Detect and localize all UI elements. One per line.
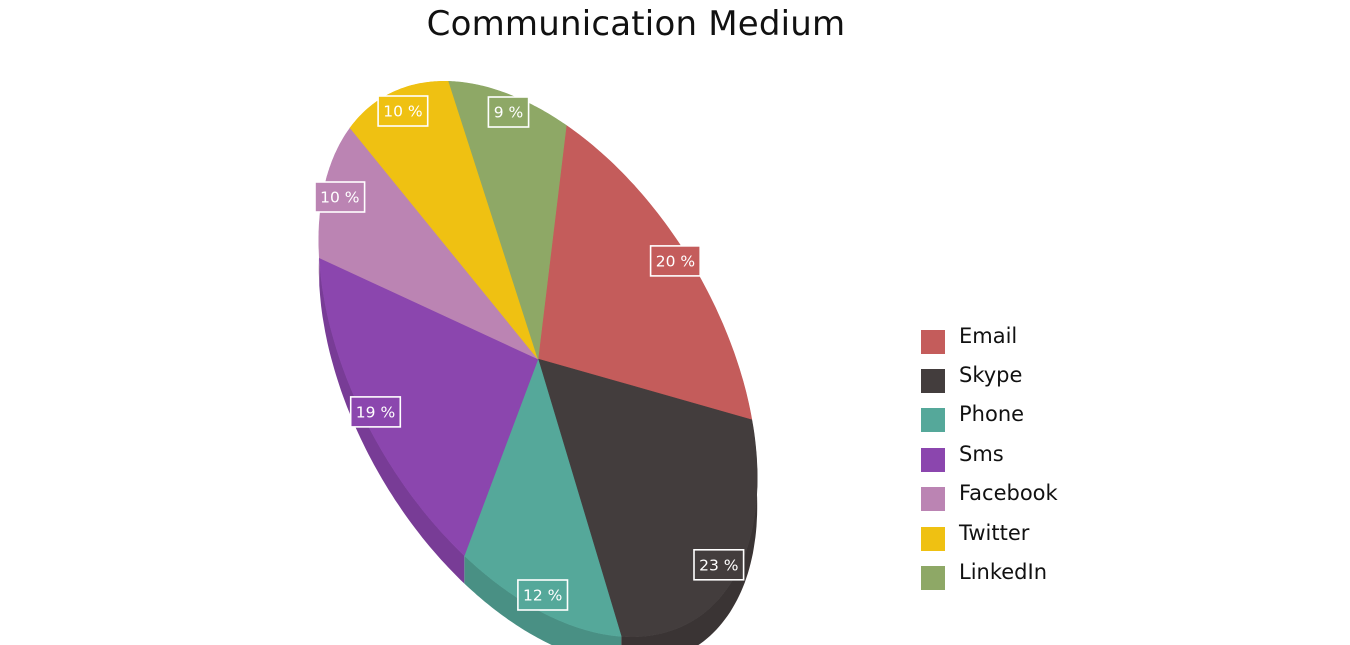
data-label-text: 10 % xyxy=(320,189,359,207)
data-label-box xyxy=(649,245,701,277)
pie-side-phone xyxy=(464,555,622,645)
pie-slices-group xyxy=(318,80,758,637)
legend-item-phone[interactable]: Phone xyxy=(921,401,1058,440)
legend-swatch xyxy=(921,566,945,591)
data-label-box xyxy=(487,96,530,128)
legend-swatch xyxy=(921,526,945,551)
legend-swatch xyxy=(921,408,945,433)
data-label: 19 % xyxy=(349,396,402,428)
legend-item-email[interactable]: Email xyxy=(921,322,1058,361)
data-label: 10 % xyxy=(377,95,429,127)
legend-label: Skype xyxy=(959,363,1023,388)
legend-label: LinkedIn xyxy=(959,560,1048,585)
legend-swatch xyxy=(921,329,945,354)
pie-slice-twitter[interactable] xyxy=(349,81,539,360)
data-label-box xyxy=(693,548,745,581)
legend-item-facebook[interactable]: Facebook xyxy=(921,480,1058,519)
data-label-text: 20 % xyxy=(656,252,695,270)
legend-label: Email xyxy=(959,323,1018,348)
data-label-text: 19 % xyxy=(356,403,395,421)
legend: Email Skype Phone Sms Facebook Twitter L… xyxy=(921,322,1058,598)
legend-label: Twitter xyxy=(959,520,1030,545)
data-label: 9 % xyxy=(487,96,530,128)
data-label-text: 10 % xyxy=(383,103,422,121)
data-label-box xyxy=(377,95,429,127)
chart-title: Communication Medium xyxy=(426,4,846,44)
data-label: 12 % xyxy=(517,579,569,611)
data-label-text: 12 % xyxy=(523,587,562,605)
data-label-box xyxy=(314,181,366,213)
data-label-text: 23 % xyxy=(699,556,738,574)
pie-side-sms xyxy=(319,257,465,584)
data-label: 10 % xyxy=(314,181,366,213)
data-label-box xyxy=(517,579,569,611)
pie-slice-linkedin[interactable] xyxy=(448,80,567,360)
legend-item-skype[interactable]: Skype xyxy=(921,361,1058,400)
legend-item-linkedin[interactable]: LinkedIn xyxy=(921,558,1058,597)
legend-item-sms[interactable]: Sms xyxy=(921,440,1058,479)
pie-slice-phone[interactable] xyxy=(463,358,622,637)
data-label-box xyxy=(349,396,402,428)
data-label-text: 9 % xyxy=(494,104,524,122)
legend-swatch xyxy=(921,447,945,472)
data-label: 23 % xyxy=(693,548,745,581)
legend-label: Facebook xyxy=(959,481,1058,506)
data-label: 20 % xyxy=(649,245,701,277)
legend-item-twitter[interactable]: Twitter xyxy=(921,519,1058,558)
legend-label: Phone xyxy=(959,402,1025,427)
data-labels-group: 20 % 23 % 12 % 19 % 10 % 10 % 9 % xyxy=(314,95,745,611)
legend-swatch xyxy=(921,487,945,512)
legend-label: Sms xyxy=(959,441,1004,466)
legend-swatch xyxy=(921,369,945,394)
